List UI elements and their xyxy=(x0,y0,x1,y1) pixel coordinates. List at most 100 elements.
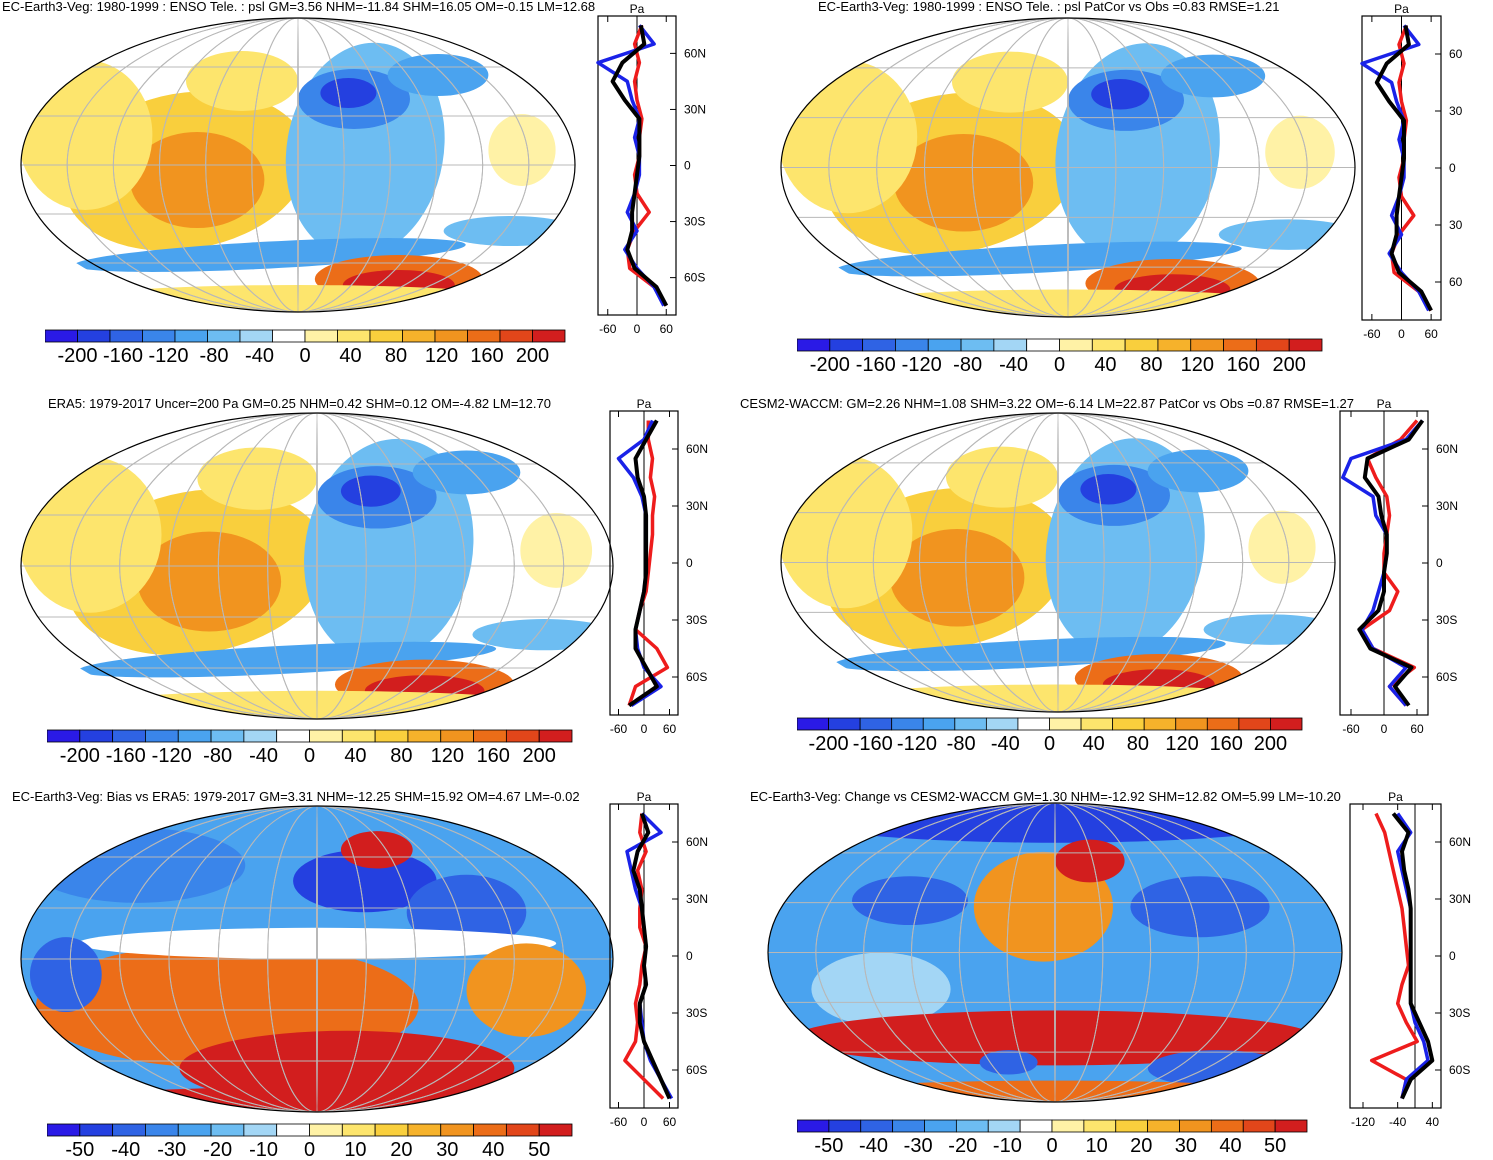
colorbar-swatch xyxy=(1210,1119,1244,1133)
colorbar-tick-label: 80 xyxy=(1127,733,1149,755)
colorbar-swatch xyxy=(1274,1119,1308,1133)
lat-tick-label: 60N xyxy=(686,835,708,849)
profile-series-mean xyxy=(627,419,659,708)
units-label: Pa xyxy=(630,2,645,16)
x-tick-label: 0 xyxy=(641,722,648,736)
colorbar-swatch xyxy=(210,1123,245,1137)
colorbar-swatch xyxy=(922,717,956,731)
colorbar-swatch xyxy=(987,1119,1021,1133)
colorbar-swatch xyxy=(407,729,442,743)
colorbar-swatch xyxy=(341,1123,376,1137)
zonal-mean-profile: Pa 60N 30N 0 30S 60S -60 0 60 xyxy=(609,790,708,1129)
colorbar-tick-label: -20 xyxy=(948,1135,977,1157)
colorbar-swatch xyxy=(924,1119,957,1133)
colorbar-swatch xyxy=(145,729,179,743)
colorbar-swatch xyxy=(1026,338,1060,352)
colorbar-swatch xyxy=(79,729,114,743)
colorbar: -200 -160 -120 -80 -40 0 40 80 120 160 200 xyxy=(797,338,1323,376)
profile-series-model xyxy=(1369,812,1419,1099)
colorbar-swatch xyxy=(1019,1119,1053,1133)
colorbar-swatch xyxy=(276,729,310,743)
lat-tick-label: 0 xyxy=(1436,556,1443,570)
anomaly-region xyxy=(836,241,1242,277)
anomaly-region xyxy=(946,446,1058,508)
colorbar-swatch xyxy=(374,729,409,743)
colorbar-swatch xyxy=(1175,717,1208,731)
zonal-mean-profile: Pa 60N 30N 0 30S 60S -60 0 60 xyxy=(596,2,706,336)
colorbar-tick-label: 0 xyxy=(299,345,310,367)
colorbar-tick-label: -120 xyxy=(148,345,188,367)
colorbar-swatch xyxy=(1288,338,1323,352)
x-tick-label: -40 xyxy=(1389,1115,1407,1129)
colorbar: -200 -160 -120 -80 -40 0 40 80 120 160 200 xyxy=(47,729,573,767)
colorbar-swatch xyxy=(829,338,864,352)
colorbar-tick-label: -30 xyxy=(157,1139,186,1160)
colorbar-swatch xyxy=(243,1123,278,1137)
anomaly-region xyxy=(443,216,575,246)
colorbar: -200 -160 -120 -80 -40 0 40 80 120 160 200 xyxy=(45,329,566,367)
zonal-mean-profile: Pa 60 30 0 30 60 -60 0 60 xyxy=(1360,2,1463,341)
colorbar-swatch xyxy=(1238,717,1271,731)
anomaly-region xyxy=(811,952,951,1026)
anomaly-region xyxy=(340,475,401,507)
colorbar-swatch xyxy=(797,717,829,731)
lat-tick-label: 30 xyxy=(1449,104,1463,118)
x-tick-label: 0 xyxy=(1381,722,1388,736)
colorbar-swatch xyxy=(859,717,893,731)
lat-tick-label: 0 xyxy=(686,949,693,963)
colorbar-swatch xyxy=(276,1123,310,1137)
map-outline xyxy=(20,805,614,1113)
colorbar-tick-label: -40 xyxy=(249,745,278,767)
anomaly-region xyxy=(520,512,593,588)
colorbar-swatch xyxy=(177,1123,212,1137)
colorbar-swatch xyxy=(309,729,343,743)
colorbar-tick-label: 200 xyxy=(1254,733,1287,755)
colorbar-tick-label: -160 xyxy=(103,345,143,367)
map-outline xyxy=(767,802,1343,1103)
colorbar-tick-label: -200 xyxy=(810,354,850,376)
map-outline xyxy=(780,412,1336,713)
graticule xyxy=(21,18,575,312)
anomaly-region xyxy=(412,450,521,495)
colorbar-swatch xyxy=(47,1123,81,1137)
lat-tick-label: 60S xyxy=(1449,1063,1470,1077)
colorbar-swatch xyxy=(210,729,245,743)
colorbar-tick-label: -30 xyxy=(904,1135,933,1157)
anomaly-region xyxy=(1147,449,1249,493)
colorbar-tick-label: -160 xyxy=(856,354,896,376)
colorbar-tick-label: -80 xyxy=(947,733,976,755)
panel-title: EC-Earth3-Veg: Change vs CESM2-WACCM GM=… xyxy=(750,789,1341,804)
lat-tick-label: 60S xyxy=(1436,670,1457,684)
colorbar-swatch xyxy=(985,717,1019,731)
colorbar-tick-label: 160 xyxy=(477,745,510,767)
colorbar-tick-label: 0 xyxy=(1044,733,1055,755)
colorbar-tick-label: 40 xyxy=(1094,354,1116,376)
anomaly-region xyxy=(488,114,556,186)
anomaly-region xyxy=(894,133,1034,232)
map-outline xyxy=(20,17,576,313)
colorbar-tick-label: -10 xyxy=(249,1139,278,1160)
anomaly-region xyxy=(1248,510,1316,584)
colorbar-swatch xyxy=(538,729,573,743)
lat-tick-label: 60N xyxy=(684,46,706,60)
colorbar-swatch xyxy=(955,1119,989,1133)
colorbar-swatch xyxy=(1206,717,1240,731)
anomaly-region xyxy=(1080,474,1137,505)
world-map xyxy=(767,802,1343,1103)
lat-tick-label: 60N xyxy=(1449,835,1471,849)
colorbar-tick-label: -80 xyxy=(953,354,982,376)
colorbar-tick-label: 50 xyxy=(528,1139,550,1160)
anomaly-region xyxy=(890,528,1025,627)
x-tick-label: 40 xyxy=(1426,1115,1440,1129)
colorbar-tick-label: -40 xyxy=(999,354,1028,376)
x-tick-label: -60 xyxy=(1342,722,1360,736)
lat-tick-label: 30N xyxy=(684,102,706,116)
colorbar-swatch xyxy=(402,329,436,343)
anomaly-region xyxy=(137,531,282,632)
units-label: Pa xyxy=(1388,790,1403,804)
anomaly-region xyxy=(781,60,918,214)
panel-title: CESM2-WACCM: GM=2.26 NHM=1.08 SHM=3.22 O… xyxy=(740,396,1355,411)
x-tick-label: -120 xyxy=(1351,1115,1375,1129)
colorbar-tick-label: -160 xyxy=(853,733,893,755)
colorbar-tick-label: 50 xyxy=(1264,1135,1286,1157)
